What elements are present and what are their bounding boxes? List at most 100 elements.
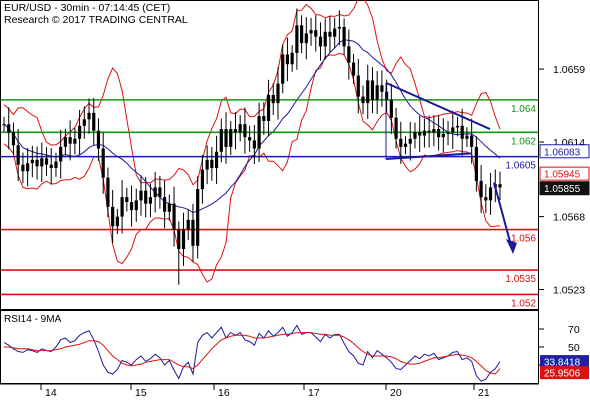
candle-body: [68, 137, 72, 144]
candle-body: [295, 25, 299, 53]
candle-body: [11, 132, 16, 146]
rsi-line: [3, 324, 501, 382]
candle-body: [266, 95, 271, 121]
candle-body: [101, 148, 105, 178]
candle-body: [129, 202, 134, 211]
price-badge-text-last: 1.05855: [544, 184, 581, 195]
level-label-pivot: 1.0605: [505, 161, 536, 172]
candle-body: [474, 146, 478, 181]
candle-body: [191, 219, 195, 246]
rsi-panel-frame: [0, 310, 539, 384]
candle-body: [403, 143, 408, 147]
candle-body: [26, 163, 30, 172]
rsi-signal-line: [4, 332, 501, 375]
price-badge-text-bollinger: 1.05945: [544, 170, 581, 181]
candle-body: [87, 112, 91, 120]
candle-body: [7, 124, 11, 133]
candle-body: [356, 75, 360, 97]
candle-body: [54, 161, 58, 168]
candle-body: [484, 197, 488, 201]
candle-body: [134, 200, 138, 211]
level-label-resistance: 1.062: [511, 136, 536, 147]
candle-body: [465, 135, 469, 139]
candle-body: [380, 85, 384, 92]
lower-trendline: [385, 152, 473, 161]
candle-body: [413, 132, 417, 139]
y-tick-label: 1.0523: [553, 285, 585, 297]
x-tick-label: 16: [218, 387, 230, 399]
candle-body: [385, 91, 389, 100]
candle-body: [337, 26, 341, 29]
candle-body: [49, 164, 53, 168]
candle-body: [59, 146, 63, 162]
moving-average-line: [3, 39, 501, 214]
candle-body: [30, 159, 34, 164]
candle-body: [389, 99, 393, 118]
candle-body: [460, 125, 464, 139]
candle-body: [181, 229, 186, 250]
candle-body: [470, 135, 474, 147]
candle-body: [314, 30, 318, 37]
rsi-tick-label: 70: [568, 324, 580, 336]
x-tick-label: 15: [135, 387, 147, 399]
candle-body: [257, 116, 261, 149]
candle-body: [172, 203, 176, 230]
level-label-resistance: 1.064: [511, 104, 536, 115]
candle-body: [427, 130, 431, 133]
candle-body: [300, 25, 304, 44]
candle-body: [451, 127, 455, 133]
candle-body: [375, 85, 379, 100]
candle-body: [323, 31, 327, 47]
candle-body: [144, 190, 148, 204]
candle-body: [328, 31, 332, 37]
candle-body: [224, 129, 228, 147]
candle-body: [238, 124, 242, 133]
price-badge-pivot: [539, 144, 590, 159]
candle-body: [394, 117, 398, 139]
candle-body: [63, 137, 68, 147]
candle-body: [479, 180, 483, 198]
price-badge-last: [539, 181, 590, 196]
rsi-title: RSI14 - 9MA: [4, 314, 62, 325]
rsi-badge-text-signal: 25.9506: [544, 369, 581, 380]
candle-body: [399, 138, 403, 147]
candle-body: [214, 151, 219, 168]
candle-body: [219, 129, 223, 152]
x-tick-label: 21: [478, 387, 490, 399]
candle-body: [408, 138, 412, 144]
candle-body: [186, 219, 190, 230]
candle-body: [304, 33, 308, 44]
candle-body: [153, 187, 157, 198]
level-label-support: 1.056: [511, 234, 536, 245]
research-credit: Research © 2017 TRADING CENTRAL: [4, 14, 188, 26]
bollinger-upper-band: [3, 0, 501, 186]
y-tick-label: 1.0659: [553, 64, 585, 76]
price-badge-bollinger: [539, 166, 590, 181]
rsi-badge-rsi: [540, 355, 589, 369]
candle-body: [205, 159, 209, 170]
candle-body: [115, 216, 119, 227]
candle-body: [248, 137, 252, 141]
candle-body: [441, 133, 445, 138]
candle-body: [233, 129, 238, 133]
candle-body: [200, 169, 204, 190]
rsi-badge-signal: [540, 366, 589, 380]
candle-body: [436, 129, 441, 138]
x-tick-label: 14: [45, 387, 57, 399]
candle-body: [111, 206, 115, 227]
forecast-arrowhead: [506, 239, 517, 255]
level-label-support: 1.0535: [505, 274, 536, 285]
candle-body: [92, 112, 96, 131]
candle-body: [77, 125, 82, 139]
candle-body: [318, 36, 323, 47]
candle-body: [370, 80, 375, 100]
candle-body: [158, 187, 162, 198]
candle-body: [342, 26, 346, 47]
forecast-arrow-shaft: [493, 182, 513, 250]
candle-body: [163, 197, 167, 212]
candle-body: [333, 28, 337, 37]
candle-body: [455, 125, 460, 128]
candle-body: [446, 132, 450, 134]
candle-body: [96, 130, 101, 149]
